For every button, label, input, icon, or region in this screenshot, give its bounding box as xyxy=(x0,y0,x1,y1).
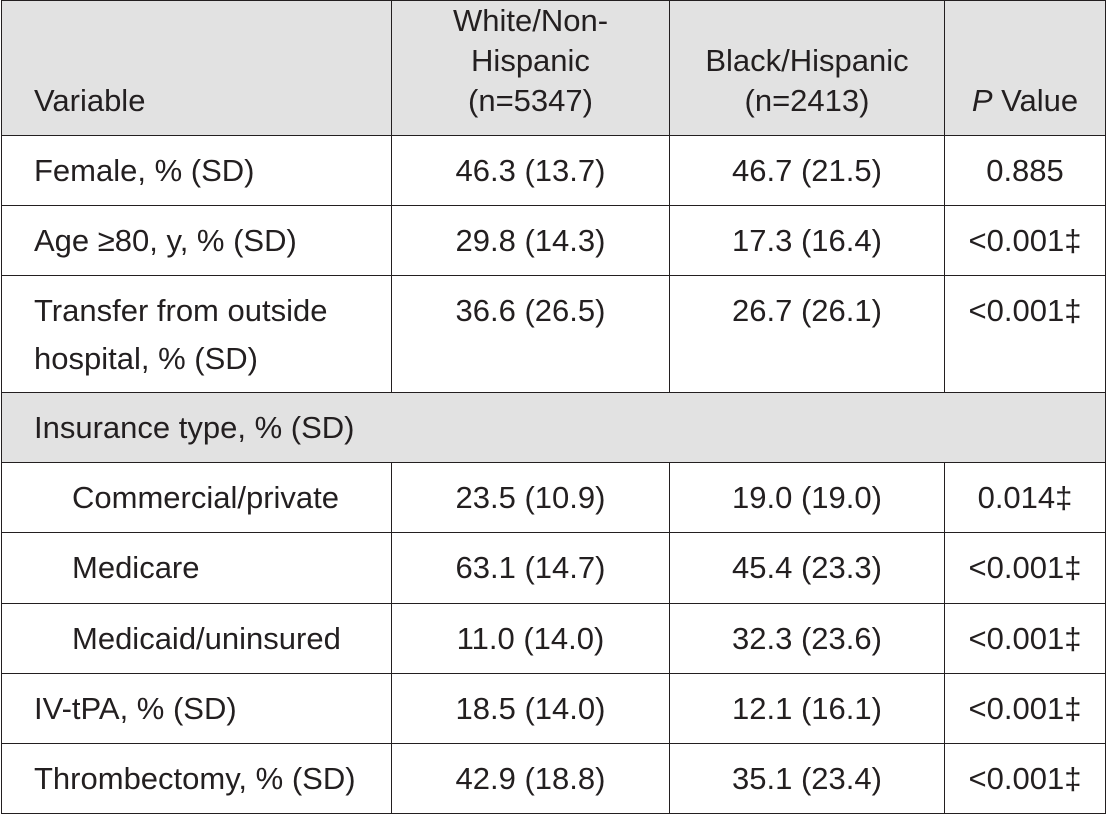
cell-white: 11.0 (14.0) xyxy=(391,603,670,674)
row-label: Female, % (SD) xyxy=(1,135,392,206)
cell-p-value: <0.001‡ xyxy=(944,532,1106,604)
row-label: IV-tPA, % (SD) xyxy=(1,673,392,744)
row-label: Commercial/private xyxy=(1,462,392,533)
header-p-italic: P xyxy=(971,83,993,118)
cell-white: 29.8 (14.3) xyxy=(391,205,670,276)
header-white-n: (n=5347) xyxy=(468,83,593,118)
cell-black: 12.1 (16.1) xyxy=(669,673,945,744)
section-row: Insurance type, % (SD) xyxy=(1,392,1106,463)
table-row: Thrombectomy, % (SD) 42.9 (18.8) 35.1 (2… xyxy=(1,743,1106,814)
header-white-non-hispanic: White/Non-Hispanic (n=5347) xyxy=(391,0,670,136)
row-label: Transfer from outside hospital, % (SD) xyxy=(1,275,392,393)
table-row: Age ≥80, y, % (SD) 29.8 (14.3) 17.3 (16.… xyxy=(1,205,1106,276)
cell-white: 23.5 (10.9) xyxy=(391,462,670,533)
cell-black: 17.3 (16.4) xyxy=(669,205,945,276)
header-black-label: Black/Hispanic xyxy=(705,43,909,78)
header-black-hispanic: Black/Hispanic (n=2413) xyxy=(669,0,945,136)
row-label: Medicare xyxy=(1,532,392,604)
row-label: Age ≥80, y, % (SD) xyxy=(1,205,392,276)
table-row: Commercial/private 23.5 (10.9) 19.0 (19.… xyxy=(1,462,1106,533)
table-row: Medicare 63.1 (14.7) 45.4 (23.3) <0.001‡ xyxy=(1,532,1106,604)
section-label-insurance: Insurance type, % (SD) xyxy=(1,392,1106,463)
cell-p-value: <0.001‡ xyxy=(944,205,1106,276)
table-row: IV-tPA, % (SD) 18.5 (14.0) 12.1 (16.1) <… xyxy=(1,673,1106,744)
cell-white: 18.5 (14.0) xyxy=(391,673,670,744)
row-label-line2: hospital, % (SD) xyxy=(34,341,258,376)
header-white-label: White/Non-Hispanic xyxy=(452,3,609,78)
table-header: Variable White/Non-Hispanic (n=5347) Bla… xyxy=(1,0,1106,136)
table-row: Transfer from outside hospital, % (SD) 3… xyxy=(1,275,1106,393)
cell-black: 19.0 (19.0) xyxy=(669,462,945,533)
row-label: Medicaid/uninsured xyxy=(1,603,392,674)
header-black-n: (n=2413) xyxy=(744,83,870,118)
table-row: Medicaid/uninsured 11.0 (14.0) 32.3 (23.… xyxy=(1,603,1106,674)
table-row: Female, % (SD) 46.3 (13.7) 46.7 (21.5) 0… xyxy=(1,135,1106,206)
row-label-line1: Transfer from outside xyxy=(34,293,328,328)
header-variable: Variable xyxy=(1,0,392,136)
cell-black: 35.1 (23.4) xyxy=(669,743,945,814)
cell-p-value: <0.001‡ xyxy=(944,275,1106,393)
cell-black: 32.3 (23.6) xyxy=(669,603,945,674)
cell-white: 63.1 (14.7) xyxy=(391,532,670,604)
cell-black: 46.7 (21.5) xyxy=(669,135,945,206)
header-p-value: P Value xyxy=(944,0,1106,136)
cell-p-value: <0.001‡ xyxy=(944,743,1106,814)
cell-black: 45.4 (23.3) xyxy=(669,532,945,604)
header-p-rest: Value xyxy=(992,83,1079,118)
cell-black: 26.7 (26.1) xyxy=(669,275,945,393)
cell-white: 42.9 (18.8) xyxy=(391,743,670,814)
cell-white: 36.6 (26.5) xyxy=(391,275,670,393)
cell-p-value: <0.001‡ xyxy=(944,603,1106,674)
cell-p-value: 0.885 xyxy=(944,135,1106,206)
cell-p-value: 0.014‡ xyxy=(944,462,1106,533)
row-label: Thrombectomy, % (SD) xyxy=(1,743,392,814)
cell-p-value: <0.001‡ xyxy=(944,673,1106,744)
cell-white: 46.3 (13.7) xyxy=(391,135,670,206)
